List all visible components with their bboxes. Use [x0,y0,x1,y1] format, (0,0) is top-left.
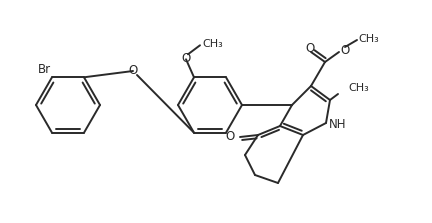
Text: Br: Br [38,63,51,76]
Text: O: O [305,41,314,54]
Text: NH: NH [329,118,346,130]
Text: O: O [181,52,191,65]
Text: CH₃: CH₃ [348,83,369,93]
Text: O: O [128,64,138,76]
Text: O: O [340,45,349,58]
Text: CH₃: CH₃ [202,39,223,49]
Text: O: O [226,130,235,143]
Text: CH₃: CH₃ [358,34,379,44]
